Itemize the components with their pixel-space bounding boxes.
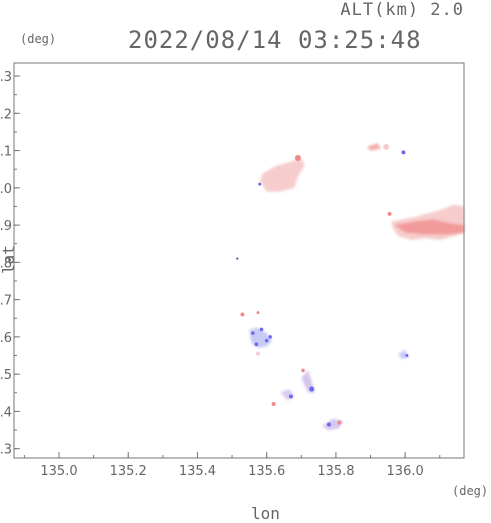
echo-point: [236, 257, 239, 260]
echo-point: [256, 311, 260, 315]
echo-point: [309, 386, 315, 392]
echo-south-a: [280, 389, 295, 401]
echo-point: [383, 143, 390, 150]
x-unit-label: (deg): [452, 484, 489, 498]
echo-point: [271, 401, 276, 406]
y-tick-label: 34.4: [0, 405, 12, 420]
echo-point: [405, 354, 409, 358]
chart-title: 2022/08/14 03:25:48: [128, 26, 422, 54]
y-tick-label: 35.1: [0, 145, 12, 160]
echo-point: [337, 420, 342, 425]
echo-point: [294, 155, 301, 162]
echo-point: [256, 351, 261, 356]
y-tick-label: 34.8: [0, 256, 12, 271]
x-tick-label: 135.0: [40, 464, 77, 479]
x-tick-label: 135.4: [179, 464, 216, 479]
y-tick-label: 34.9: [0, 219, 12, 234]
x-tick-label: 136.0: [387, 464, 424, 479]
echo-central-south: [249, 327, 272, 349]
y-tick-label: 34.7: [0, 294, 12, 309]
y-tick-label: 35.0: [0, 182, 12, 197]
echo-point: [301, 368, 305, 373]
y-unit-label: (deg): [20, 32, 57, 46]
y-axis: 35.3 35.2 35.1 35.0 34.9 34.8 34.7 34.6 34.5 34.4…: [0, 70, 20, 458]
x-tick-label: 135.6: [248, 464, 285, 479]
y-tick-label: 35.2: [0, 107, 12, 122]
echo-point: [251, 331, 255, 335]
echo-point: [240, 312, 245, 317]
echo-point: [387, 211, 392, 216]
echo-east-core: [394, 219, 464, 235]
x-axis-label: lon: [251, 504, 280, 523]
y-tick-label: 35.3: [0, 70, 12, 85]
echo-point: [259, 327, 264, 332]
echo-layer: [236, 143, 464, 431]
echo-east-small: [398, 349, 409, 360]
altitude-label: ALT(km) 2.0: [340, 0, 464, 20]
echo-point: [288, 394, 293, 399]
echo-point: [258, 182, 262, 186]
y-tick-label: 34.5: [0, 368, 12, 383]
y-tick-label: 34.3: [0, 443, 12, 458]
echo-point: [327, 422, 331, 427]
plot-frame: [13, 62, 465, 459]
y-tick-label: 34.6: [0, 331, 12, 346]
x-tick-label: 135.2: [110, 464, 147, 479]
x-axis: 135.0 135.2 135.4 135.6 135.8 136.0: [23, 452, 441, 479]
echo-north-cluster: [259, 158, 305, 192]
echo-point: [264, 338, 269, 343]
echo-point: [401, 150, 406, 155]
echo-point: [254, 342, 259, 347]
echo-point: [268, 335, 272, 339]
echo-north-small: [367, 143, 381, 151]
x-tick-label: 135.8: [317, 464, 354, 479]
